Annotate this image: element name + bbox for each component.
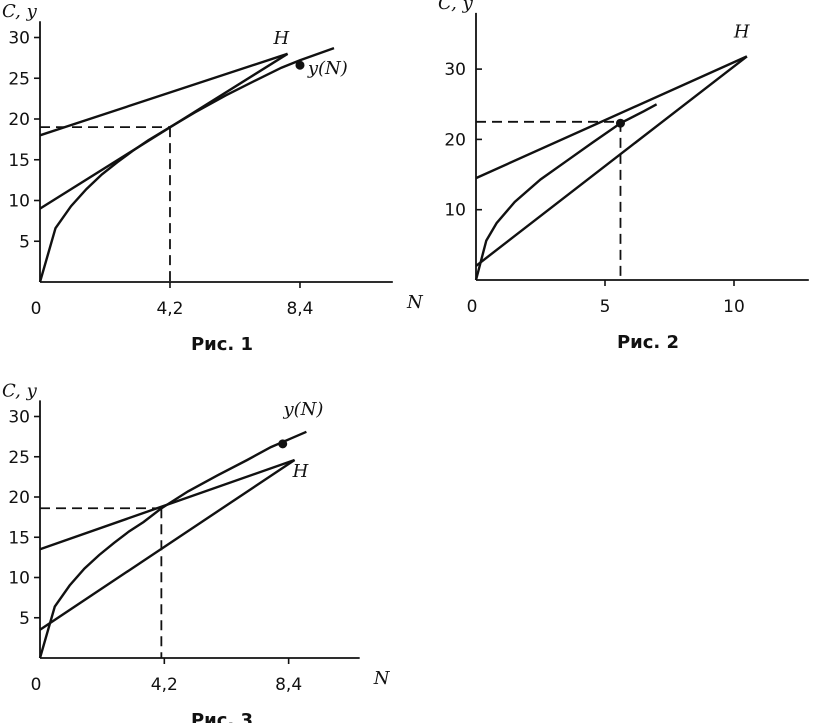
y-tick-label: 30 (444, 60, 466, 80)
x-tick-label: 0 (31, 675, 42, 695)
x-axis-label: N (406, 292, 424, 313)
y-tick-label: 20 (8, 110, 30, 130)
x-tick-label: 0 (31, 299, 42, 319)
x-tick-label: 4,2 (156, 299, 183, 319)
x-tick-label: 10 (723, 297, 745, 317)
data-point (615, 118, 625, 128)
y-tick-label: 10 (444, 201, 466, 221)
series-line (475, 55, 748, 267)
series-line (38, 430, 307, 659)
series-line (475, 55, 748, 180)
y-axis-label: C, y (2, 1, 38, 22)
series-line (474, 103, 658, 281)
series-label: H (733, 21, 750, 42)
chart-panel-1: 5 10 15 20 25 30 0 4,2 8,4 N C, y y(N) H Рис. 1 (2, 1, 424, 355)
y-tick-label: 10 (8, 192, 30, 212)
y-tick-label: 15 (8, 151, 30, 171)
y-axis-label: C, y (2, 380, 38, 401)
y-tick-label: 25 (8, 69, 30, 89)
figure-caption: Рис. 3 (191, 710, 253, 723)
data-point (278, 439, 288, 449)
x-tick-label: 8,4 (275, 675, 302, 695)
y-tick-label: 20 (8, 488, 30, 508)
y-tick-label: 25 (8, 448, 30, 468)
y-tick-label: 10 (8, 569, 30, 589)
y-tick-label: 30 (8, 29, 30, 49)
y-tick-label: 20 (444, 130, 466, 150)
series-label: y(N) (307, 58, 348, 79)
series-line (39, 458, 295, 551)
x-tick-label: 4,2 (151, 675, 178, 695)
series-label: y(N) (282, 399, 323, 420)
y-tick-label: 5 (19, 609, 30, 629)
series-line (39, 459, 296, 631)
y-axis-label: C, y (438, 0, 474, 14)
chart-panel-3: 5 10 15 20 25 30 0 4,2 8,4 N C, y y(N) H Рис. 3 (2, 380, 391, 723)
series-line (39, 52, 289, 210)
x-tick-label: 8,4 (286, 299, 313, 319)
figure-caption: Рис. 1 (191, 334, 253, 355)
x-tick-label: 5 (600, 297, 611, 317)
series-line (39, 52, 288, 137)
x-tick-label: 0 (467, 297, 478, 317)
data-point (295, 60, 305, 70)
figure-caption: Рис. 2 (617, 332, 679, 353)
y-tick-label: 30 (8, 408, 30, 428)
x-axis-label: N (373, 668, 391, 689)
y-tick-label: 15 (8, 528, 30, 548)
series-label: H (273, 28, 290, 49)
y-tick-label: 5 (19, 232, 30, 252)
series-line (38, 46, 335, 283)
series-label: H (292, 461, 309, 482)
